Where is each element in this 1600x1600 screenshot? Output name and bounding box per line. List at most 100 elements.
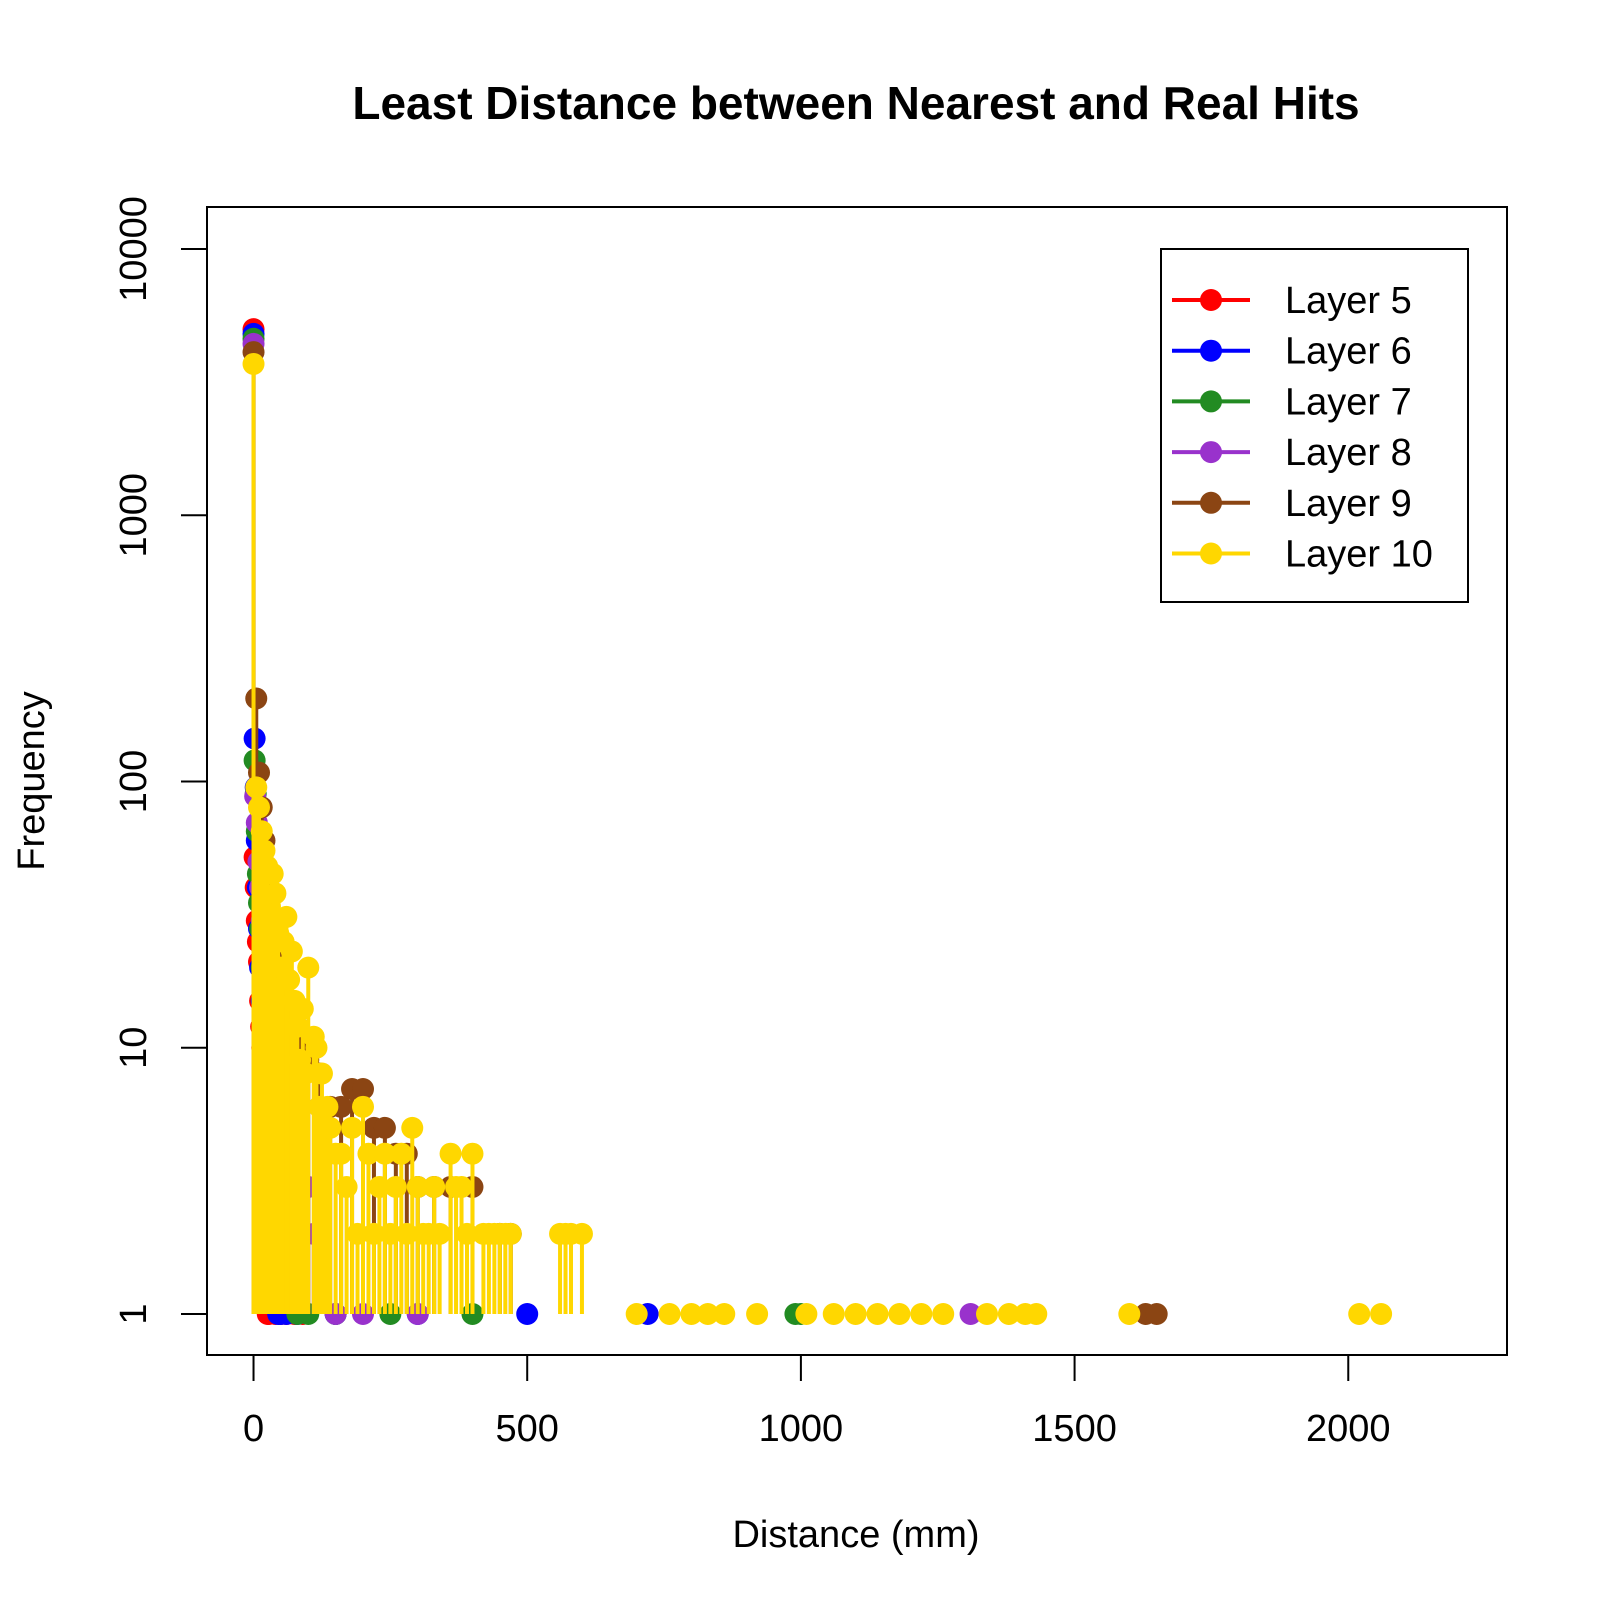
y-tick-label: 1000 (113, 473, 155, 558)
data-point (384, 1175, 407, 1198)
legend: Layer 5 Layer 6 Layer 7 Layer 8 Layer 9 Layer… (1160, 248, 1469, 603)
x-tick-label: 1000 (759, 1408, 844, 1450)
data-point (330, 1142, 353, 1165)
data-point (335, 1175, 358, 1198)
chart-title: Least Distance between Nearest and Real … (352, 77, 1359, 129)
data-point (406, 1175, 429, 1198)
x-axis-label: Distance (mm) (732, 1514, 979, 1556)
data-point (1145, 1303, 1168, 1325)
data-point (570, 1222, 593, 1245)
legend-marker (1200, 441, 1222, 464)
data-point (456, 1222, 478, 1245)
x-tick-label: 2000 (1306, 1408, 1391, 1450)
legend-item: Layer 7 (1172, 381, 1412, 423)
legend-label: Layer 9 (1285, 483, 1412, 525)
data-point (297, 956, 320, 979)
legend-item: Layer 5 (1172, 280, 1412, 322)
data-point (291, 997, 314, 1020)
x-axis: 0 500 1000 1500 2000 (243, 1354, 1391, 1450)
legend-item: Layer 8 (1172, 432, 1412, 474)
data-point (294, 1062, 317, 1085)
legend-marker (1200, 289, 1222, 311)
legend-item: Layer 10 (1172, 534, 1433, 576)
data-point (1118, 1303, 1141, 1325)
data-point (319, 1116, 342, 1139)
data-point (373, 1142, 396, 1165)
data-point (250, 820, 273, 843)
data-point (746, 1303, 769, 1325)
data-point (959, 1303, 982, 1325)
legend-marker (1200, 390, 1222, 413)
data-point (439, 1142, 462, 1165)
data-point (932, 1303, 955, 1325)
x-tick-label: 500 (496, 1408, 559, 1450)
data-point (245, 687, 268, 710)
legend-label: Layer 6 (1285, 331, 1412, 373)
data-point (680, 1303, 703, 1325)
legend-label: Layer 7 (1285, 381, 1412, 423)
data-point (795, 1303, 818, 1325)
data-point (822, 1303, 845, 1325)
data-point (997, 1303, 1020, 1325)
data-point (316, 1095, 339, 1118)
data-point (286, 1015, 309, 1038)
data-point (275, 905, 298, 928)
data-point (341, 1116, 364, 1139)
y-tick-label: 1 (113, 1303, 155, 1324)
legend-label: Layer 8 (1285, 432, 1412, 474)
data-point (888, 1303, 911, 1325)
data-point (280, 940, 303, 963)
data-point (395, 1222, 418, 1245)
legend-marker (1200, 542, 1222, 565)
legend-marker (1200, 339, 1222, 362)
data-point (352, 1095, 374, 1118)
legend-item: Layer 9 (1172, 483, 1412, 525)
data-point (516, 1303, 539, 1325)
legend-label: Layer 10 (1285, 534, 1433, 576)
y-tick-label: 10 (113, 1027, 155, 1069)
data-point (625, 1303, 648, 1325)
data-point (362, 1222, 385, 1245)
data-point (844, 1303, 867, 1325)
data-point (310, 1062, 333, 1085)
data-point (461, 1142, 484, 1165)
series-layer (242, 318, 1393, 1325)
data-point (866, 1303, 889, 1325)
series-6 (242, 352, 1393, 1325)
x-tick-label: 1500 (1032, 1408, 1117, 1450)
data-point (305, 1036, 328, 1059)
data-point (352, 1077, 374, 1100)
y-axis: 1 10 100 1000 10000 (113, 196, 208, 1325)
legend-label: Layer 5 (1285, 280, 1412, 322)
data-point (450, 1175, 473, 1198)
data-point (499, 1222, 522, 1245)
y-axis-label: Frequency (11, 691, 53, 871)
data-point (346, 1222, 369, 1245)
data-point (910, 1303, 933, 1325)
data-point (368, 1175, 391, 1198)
data-point (278, 968, 301, 991)
data-point (379, 1222, 402, 1245)
y-tick-label: 10000 (113, 196, 155, 302)
data-point (264, 882, 287, 905)
legend-item: Layer 6 (1172, 331, 1412, 373)
legend-marker (1200, 491, 1222, 514)
data-point (658, 1303, 681, 1325)
data-point (245, 776, 268, 799)
data-point (696, 1303, 719, 1325)
data-point (976, 1303, 998, 1325)
y-tick-label: 100 (113, 750, 155, 813)
data-point (357, 1142, 380, 1165)
data-point (1025, 1303, 1048, 1325)
data-point (423, 1175, 446, 1198)
data-point (713, 1303, 736, 1325)
data-point (428, 1222, 451, 1245)
data-point (401, 1116, 424, 1139)
data-point (390, 1142, 413, 1165)
data-point (248, 796, 270, 819)
data-point (1370, 1303, 1393, 1325)
data-point (1348, 1303, 1371, 1325)
data-point (242, 352, 265, 375)
data-point (373, 1116, 396, 1139)
